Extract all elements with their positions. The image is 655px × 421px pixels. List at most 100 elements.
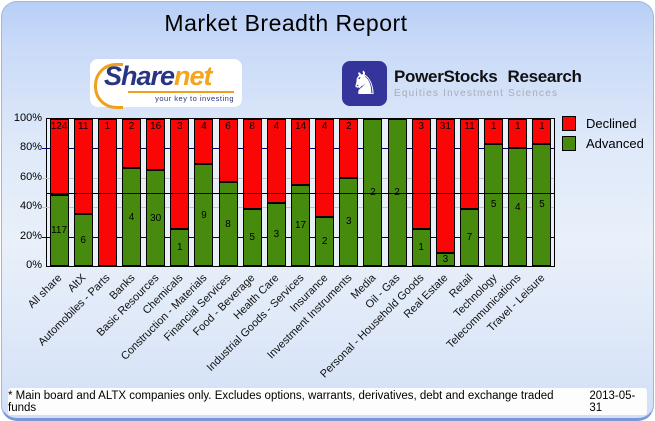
bar-segment-declined: 6 xyxy=(218,119,238,182)
declined-value-label: 2 xyxy=(346,121,352,132)
powerstocks-subtitle: Equities Investment Sciences xyxy=(394,88,559,99)
advanced-value-label: 1 xyxy=(418,242,424,254)
report-date: 2013-05-31 xyxy=(589,389,636,414)
powerstocks-square: ♞ xyxy=(342,60,387,106)
declined-value-label: 1 xyxy=(539,121,545,132)
y-tick-label: 80% xyxy=(19,141,42,154)
bar-segment-advanced: 1 xyxy=(170,229,190,266)
declined-value-label: 3 xyxy=(418,121,424,132)
bar-segment-declined: 1 xyxy=(484,119,504,144)
y-tick-label: 0% xyxy=(26,259,42,271)
advanced-value-label: 6 xyxy=(80,234,86,246)
advanced-value-label: 5 xyxy=(249,232,255,244)
powerstocks-title: PowerStocks Research xyxy=(394,67,582,86)
bar-segment-declined: 14 xyxy=(291,119,310,186)
footer-note-bar: * Main board and ALTX companies only. Ex… xyxy=(8,388,647,415)
advanced-value-label: 5 xyxy=(539,199,545,211)
y-tick-label: 100% xyxy=(13,112,42,124)
declined-value-label: 8 xyxy=(249,121,255,132)
bar-segment-declined: 4 xyxy=(266,119,286,203)
title-row: Market Breadth Report xyxy=(2,10,570,37)
declined-value-label: 4 xyxy=(201,121,207,132)
y-tick-label: 60% xyxy=(19,170,42,183)
advanced-value-label: 1 xyxy=(177,242,183,254)
advanced-value-label: 7 xyxy=(466,231,473,243)
legend-item-advanced: Advanced xyxy=(562,136,644,151)
bar-segment-declined: 16 xyxy=(146,119,166,171)
advanced-value-label: 3 xyxy=(346,216,352,228)
bar-segment-advanced: 5 xyxy=(242,209,262,266)
bar-segment-advanced: 5 xyxy=(484,143,504,266)
bar-segment-advanced: 7 xyxy=(460,208,479,266)
bar-segment-advanced: 4 xyxy=(508,148,528,266)
sharenet-wordmark: Sharenet xyxy=(104,61,213,92)
bar-segment-declined: 124 xyxy=(49,119,69,195)
declined-value-label: 3 xyxy=(177,121,183,132)
bar-real-estate: 31 3 xyxy=(435,119,455,266)
y-tick-label: 20% xyxy=(19,229,42,242)
advanced-value-label: 117 xyxy=(51,224,68,236)
powerstocks-texts: PowerStocks Research Equities Investment … xyxy=(394,67,582,99)
bar-segment-declined: 4 xyxy=(315,119,335,217)
sharenet-tagline: your key to investing xyxy=(155,94,234,103)
declined-value-label: 124 xyxy=(50,121,68,132)
advanced-value-label: 4 xyxy=(128,211,135,223)
page-title: Market Breadth Report xyxy=(164,10,408,36)
declined-value-label: 1 xyxy=(490,121,497,132)
sharenet-arc-icon xyxy=(94,63,123,109)
declined-value-label: 16 xyxy=(150,121,162,132)
legend-swatch-declined xyxy=(562,116,576,131)
bar-segment-advanced: 3 xyxy=(435,253,455,266)
bar-segment-advanced: 5 xyxy=(532,143,552,266)
bar-all-share: 124 117 xyxy=(49,119,69,266)
y-tick-label: 40% xyxy=(19,200,42,213)
advanced-value-label: 3 xyxy=(273,229,280,240)
declined-value-label: 1 xyxy=(515,121,521,132)
advanced-value-label: 30 xyxy=(150,212,162,224)
bar-segment-declined: 8 xyxy=(242,119,262,210)
bar-segment-declined: 31 xyxy=(435,119,455,254)
advanced-value-label: 9 xyxy=(201,209,207,221)
legend: Declined Advanced xyxy=(562,116,644,151)
legend-label: Declined xyxy=(586,116,637,131)
bar-segment-declined: 3 xyxy=(170,119,190,230)
bar-segment-advanced: 2 xyxy=(315,217,335,266)
bar-segment-declined: 1 xyxy=(508,119,528,149)
sharenet-logo: Sharenet your key to investing xyxy=(90,59,242,109)
declined-value-label: 11 xyxy=(464,121,475,132)
bar-segment-advanced: 1 xyxy=(411,229,431,266)
declined-value-label: 4 xyxy=(273,121,280,132)
advanced-value-label: 17 xyxy=(294,220,307,232)
bar-segment-declined: 1 xyxy=(532,119,552,144)
bar-segment-advanced: 4 xyxy=(122,168,141,266)
reference-line-50 xyxy=(47,192,554,194)
declined-value-label: 11 xyxy=(78,121,89,132)
chess-knight-icon: ♞ xyxy=(350,65,379,101)
powerstocks-logo: ♞ PowerStocks Research Equities Investmen… xyxy=(342,59,582,107)
declined-value-label: 1 xyxy=(104,121,111,132)
bar-industrial-goods-services: 14 17 xyxy=(291,119,310,266)
plot-area: 1241171161241630314968854314174223223131… xyxy=(42,118,555,267)
bar-basic-resources: 16 30 xyxy=(146,119,166,266)
advanced-value-label: 3 xyxy=(442,254,449,265)
bar-segment-advanced: 117 xyxy=(49,194,69,266)
sharenet-tagline-row: your key to investing xyxy=(128,91,234,103)
bar-retail: 11 7 xyxy=(460,119,479,266)
bar-segment-advanced: 6 xyxy=(73,214,93,266)
advanced-value-label: 8 xyxy=(225,218,231,230)
declined-value-label: 31 xyxy=(439,121,451,132)
sharenet-word-share: Share xyxy=(104,61,175,91)
bar-segment-declined: 2 xyxy=(339,119,359,178)
sharenet-tagline-rule xyxy=(128,91,234,93)
bar-segment-advanced: 9 xyxy=(194,164,214,266)
bar-segment-declined: 3 xyxy=(411,119,431,230)
